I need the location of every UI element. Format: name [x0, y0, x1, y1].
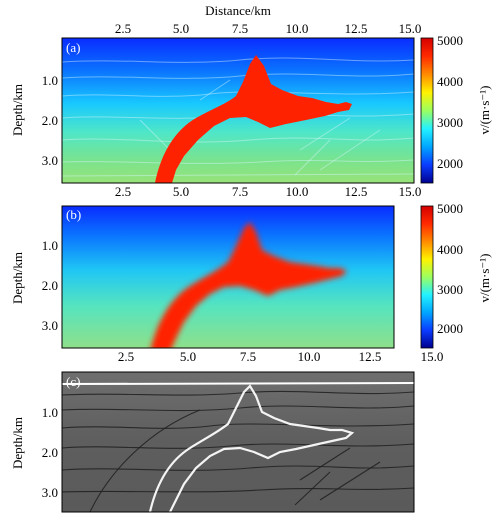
x-tick-label: 15.0 [421, 349, 444, 364]
x-tick-label: 2.5 [115, 184, 131, 199]
colorbar-tick-label: 5000 [437, 33, 463, 48]
x-tick-labels-top: 2.5 5.0 7.5 10.0 12.5 15.0 [115, 21, 422, 36]
x-tick-label: 5.0 [180, 349, 196, 364]
x-tick-label: 5.0 [173, 184, 189, 199]
salt-boundary [148, 384, 355, 512]
y-axis-label: Depth/km [10, 252, 25, 304]
x-tick-label: 12.5 [345, 184, 368, 199]
plot-frame [61, 371, 415, 513]
colorbar-tick-label: 2000 [437, 321, 463, 336]
x-tick-label: 15.0 [399, 184, 422, 199]
y-tick-label: 2.0 [42, 113, 58, 128]
y-tick-labels: 1.0 2.0 3.0 [42, 73, 58, 168]
x-tick-label: 15.0 [399, 21, 422, 36]
panel-label: (a) [66, 40, 80, 55]
colorbar-label: v/(m·s⁻¹) [477, 85, 492, 134]
water-bottom [62, 382, 414, 385]
colorbar-tick-label: 5000 [437, 201, 463, 216]
panel-label: (c) [66, 374, 80, 389]
colorbar-tick-labels: 5000 4000 3000 2000 [437, 33, 463, 171]
x-tick-label: 2.5 [118, 349, 134, 364]
x-tick-label: 10.0 [298, 349, 321, 364]
x-tick-label: 5.0 [173, 21, 189, 36]
y-tick-label: 1.0 [42, 73, 58, 88]
reflectors [62, 390, 414, 512]
panel-c: (c) 1.0 2.0 3.0 Depth/km [10, 371, 415, 513]
layer-boundaries [62, 57, 414, 177]
x-tick-label: 10.0 [286, 184, 309, 199]
colorbar-tick-label: 2000 [437, 156, 463, 171]
salt-body [155, 55, 352, 183]
y-tick-label: 2.0 [42, 278, 58, 293]
x-tick-labels-bottom: 2.5 5.0 7.5 10.0 12.5 15.0 [115, 184, 422, 199]
y-tick-label: 3.0 [42, 318, 58, 333]
plot-frame [61, 205, 395, 349]
y-tick-label: 2.0 [42, 445, 58, 460]
colorbar-tick-labels: 5000 4000 3000 2000 [437, 201, 463, 336]
colorbar [420, 37, 434, 184]
y-tick-labels: 1.0 2.0 3.0 [42, 405, 58, 500]
y-axis-label: Depth/km [10, 417, 25, 469]
x-tick-labels: 2.5 5.0 7.5 10.0 12.5 15.0 [118, 349, 444, 364]
x-tick-label: 12.5 [359, 349, 382, 364]
salt-body [151, 222, 347, 348]
y-tick-labels: 1.0 2.0 3.0 [42, 238, 58, 333]
y-tick-label: 1.0 [42, 238, 58, 253]
panel-b: (b) 1.0 2.0 3.0 Depth/km 2.5 5.0 7.5 10.… [10, 201, 492, 364]
image-background [62, 372, 414, 512]
panel-a: Distance/km 2.5 5.0 7.5 10.0 12.5 15.0 [10, 3, 492, 199]
x-tick-label: 7.5 [232, 21, 248, 36]
colorbar-label: v/(m·s⁻¹) [477, 253, 492, 302]
y-tick-label: 1.0 [42, 405, 58, 420]
y-axis-label: Depth/km [10, 84, 25, 136]
x-tick-label: 2.5 [115, 21, 131, 36]
x-tick-label: 7.5 [240, 349, 256, 364]
colorbar-tick-label: 4000 [437, 242, 463, 257]
x-tick-label: 12.5 [345, 21, 368, 36]
colorbar [420, 205, 434, 349]
plot-frame [61, 37, 415, 184]
y-tick-label: 3.0 [42, 153, 58, 168]
colorbar-tick-label: 3000 [437, 115, 463, 130]
colorbar-tick-label: 3000 [437, 282, 463, 297]
colorbar-tick-label: 4000 [437, 74, 463, 89]
panel-label: (b) [66, 207, 81, 222]
y-tick-label: 3.0 [42, 485, 58, 500]
x-tick-label: 7.5 [232, 184, 248, 199]
x-tick-label: 10.0 [286, 21, 309, 36]
x-axis-label: Distance/km [205, 3, 271, 18]
